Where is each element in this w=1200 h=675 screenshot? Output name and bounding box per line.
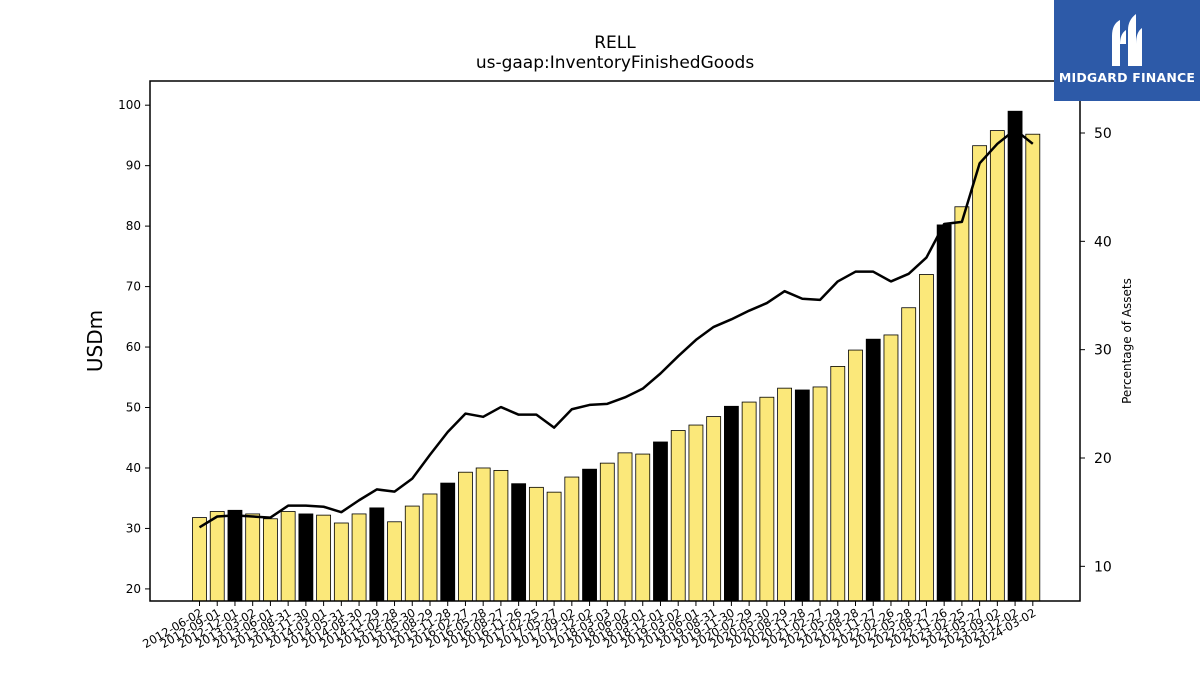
y2-tick-label: 30 [1094, 343, 1112, 359]
bar [653, 441, 668, 602]
y-tick-label: 80 [126, 219, 141, 233]
bar [333, 522, 349, 602]
bar [422, 493, 438, 602]
bar [919, 274, 934, 602]
bar [387, 521, 402, 602]
y-axis-right: 10 20 30 40 50 [1080, 126, 1112, 575]
y-tick-label: 100 [118, 98, 141, 112]
bar [865, 338, 881, 602]
bar [670, 430, 686, 602]
bar [794, 389, 810, 602]
bar [493, 469, 509, 602]
logo-text: MIDGARD FINANCE [1058, 70, 1196, 85]
y-tick-label: 70 [126, 280, 141, 294]
bar [227, 509, 243, 602]
bar [475, 467, 491, 602]
bar [989, 130, 1005, 602]
bar [369, 507, 385, 602]
y-axis-label: USDm [83, 310, 107, 372]
bar [617, 452, 633, 602]
bar [263, 518, 278, 602]
bar [848, 349, 863, 602]
bar [458, 471, 473, 602]
y-tick-label: 40 [126, 461, 141, 475]
midgard-finance-logo: MIDGARD FINANCE [1054, 0, 1200, 101]
percentage-line [198, 128, 1034, 529]
plot-frame [149, 80, 1081, 602]
bar [812, 386, 828, 602]
y2-tick-label: 50 [1094, 126, 1112, 142]
bar [316, 514, 332, 602]
midgard-logo-icon [1112, 14, 1142, 66]
y-tick-label: 60 [126, 340, 141, 354]
x-axis: 2012-06-022012-09-012012-12-012013-03-02… [140, 601, 1038, 651]
bar [954, 206, 970, 602]
bar [724, 405, 739, 602]
bar-series [192, 110, 1041, 602]
y-tick-label: 90 [126, 159, 141, 173]
bar [192, 517, 207, 602]
y2-tick-label: 20 [1094, 451, 1112, 467]
y2-tick-label: 10 [1094, 559, 1112, 575]
y-tick-label: 50 [126, 401, 141, 415]
chart-title: RELL [594, 33, 636, 53]
bar [582, 468, 597, 602]
bar [564, 476, 580, 602]
bar [741, 401, 757, 602]
line-series [198, 128, 1034, 529]
bar [759, 396, 775, 602]
y-tick-label: 20 [126, 582, 141, 596]
y-axis-left: 20 30 40 50 60 70 80 90 100 [118, 98, 150, 596]
bar [404, 505, 420, 602]
bar [830, 365, 846, 602]
bar [599, 462, 615, 602]
bar [635, 453, 651, 602]
bar [883, 334, 899, 602]
chart-subtitle: us-gaap:InventoryFinishedGoods [476, 53, 755, 73]
y2-axis-label: Percentage of Assets [1120, 278, 1134, 404]
bar [351, 513, 367, 602]
bar [777, 387, 792, 602]
bar [688, 424, 704, 602]
bar [245, 513, 261, 602]
bar [440, 482, 456, 602]
bar [1007, 110, 1023, 602]
y2-tick-label: 40 [1094, 234, 1112, 250]
bar [546, 491, 562, 602]
y-tick-label: 30 [126, 521, 141, 535]
bar [972, 145, 988, 602]
bar [280, 511, 296, 602]
bar [901, 307, 917, 602]
bar [706, 416, 722, 602]
bar [511, 483, 527, 602]
bar [209, 511, 225, 602]
bar [298, 513, 314, 602]
bar [528, 486, 544, 602]
bar [936, 224, 952, 602]
bar [1025, 133, 1041, 602]
